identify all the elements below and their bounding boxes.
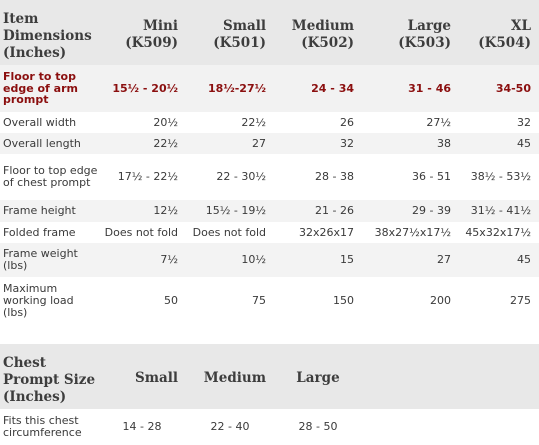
table-cell: 7½ xyxy=(98,243,186,277)
column-header-medium: Medium (K502) xyxy=(274,0,362,65)
column-header-large: Large xyxy=(274,344,362,409)
table-cell: 22½ xyxy=(98,133,186,154)
column-header-large: Large (K503) xyxy=(362,0,459,65)
table-row-overall-width: Overall width 20½ 22½ 26 27½ 32 xyxy=(0,112,539,133)
table-row-frame-weight: Frame weight (lbs) 7½ 10½ 15 27 45 xyxy=(0,243,539,277)
table-cell: 150 xyxy=(274,277,362,324)
column-header-medium: Medium xyxy=(186,344,274,409)
table-cell: 22½ xyxy=(186,112,274,133)
column-header-small: Small xyxy=(98,344,186,409)
table-cell: 45 xyxy=(459,133,539,154)
table-cell: 27 xyxy=(186,133,274,154)
row-label: Frame weight (lbs) xyxy=(0,243,98,277)
dimensions-table: Item Dimensions (Inches) Mini (K509) Smal… xyxy=(0,0,539,324)
table-row-chest-circumference: Fits this chest circumference 14 - 28 22… xyxy=(0,409,539,445)
row-label: Folded frame xyxy=(0,222,98,243)
section-divider xyxy=(0,324,539,344)
table-row-overall-length: Overall length 22½ 27 32 38 45 xyxy=(0,133,539,154)
table-cell: 22 - 40 xyxy=(186,409,274,445)
dimensions-header-row: Item Dimensions (Inches) Mini (K509) Smal… xyxy=(0,0,539,65)
chest-prompt-header-row: Chest Prompt Size (Inches) Small Medium … xyxy=(0,344,539,409)
column-header-small: Small (K501) xyxy=(186,0,274,65)
table-cell: 32 xyxy=(459,112,539,133)
table-cell: 26 xyxy=(274,112,362,133)
table-cell: 28 - 38 xyxy=(274,154,362,200)
table-cell: 10½ xyxy=(186,243,274,277)
row-label: Frame height xyxy=(0,200,98,222)
header-spacer xyxy=(362,344,539,409)
table-cell: 27 xyxy=(362,243,459,277)
table-cell: 50 xyxy=(98,277,186,324)
table-cell: 75 xyxy=(186,277,274,324)
table-cell: 28 - 50 xyxy=(274,409,362,445)
table-cell: 31½ - 41½ xyxy=(459,200,539,222)
table-cell: 21 - 26 xyxy=(274,200,362,222)
table-cell: 200 xyxy=(362,277,459,324)
row-spacer xyxy=(362,409,539,445)
table-cell: 15½ - 20½ xyxy=(98,65,186,112)
table-cell: 31 - 46 xyxy=(362,65,459,112)
table-cell: Does not fold xyxy=(98,222,186,243)
table-cell: 18½-27½ xyxy=(186,65,274,112)
table-row-frame-height: Frame height 12½ 15½ - 19½ 21 - 26 29 - … xyxy=(0,200,539,222)
chest-prompt-header-label: Chest Prompt Size (Inches) xyxy=(0,344,98,409)
table-cell: 17½ - 22½ xyxy=(98,154,186,200)
table-cell: 32 xyxy=(274,133,362,154)
column-header-mini: Mini (K509) xyxy=(98,0,186,65)
table-cell: 45 xyxy=(459,243,539,277)
row-label: Floor to top edge of chest prompt xyxy=(0,154,98,200)
table-cell: 12½ xyxy=(98,200,186,222)
table-cell: 27½ xyxy=(362,112,459,133)
table-cell: 34-50 xyxy=(459,65,539,112)
table-cell: 29 - 39 xyxy=(362,200,459,222)
table-row-arm-prompt: Floor to top edge of arm prompt 15½ - 20… xyxy=(0,65,539,112)
table-cell: 38x27½x17½ xyxy=(362,222,459,243)
table-cell: Does not fold xyxy=(186,222,274,243)
row-label: Maximum working load (lbs) xyxy=(0,277,98,324)
row-label: Overall length xyxy=(0,133,98,154)
table-cell: 22 - 30½ xyxy=(186,154,274,200)
row-label: Fits this chest circumference xyxy=(0,409,98,445)
table-cell: 45x32x17½ xyxy=(459,222,539,243)
table-row-max-load: Maximum working load (lbs) 50 75 150 200… xyxy=(0,277,539,324)
row-label: Overall width xyxy=(0,112,98,133)
dimensions-header-label: Item Dimensions (Inches) xyxy=(0,0,98,65)
table-cell: 38½ - 53½ xyxy=(459,154,539,200)
chest-prompt-table: Chest Prompt Size (Inches) Small Medium … xyxy=(0,344,539,445)
column-header-xl: XL (K504) xyxy=(459,0,539,65)
table-cell: 15 xyxy=(274,243,362,277)
table-row-folded-frame: Folded frame Does not fold Does not fold… xyxy=(0,222,539,243)
table-cell: 32x26x17 xyxy=(274,222,362,243)
table-cell: 38 xyxy=(362,133,459,154)
table-cell: 24 - 34 xyxy=(274,65,362,112)
row-label: Floor to top edge of arm prompt xyxy=(0,65,98,112)
table-cell: 14 - 28 xyxy=(98,409,186,445)
table-cell: 15½ - 19½ xyxy=(186,200,274,222)
table-cell: 36 - 51 xyxy=(362,154,459,200)
table-row-chest-prompt-height: Floor to top edge of chest prompt 17½ - … xyxy=(0,154,539,200)
table-cell: 275 xyxy=(459,277,539,324)
table-cell: 20½ xyxy=(98,112,186,133)
